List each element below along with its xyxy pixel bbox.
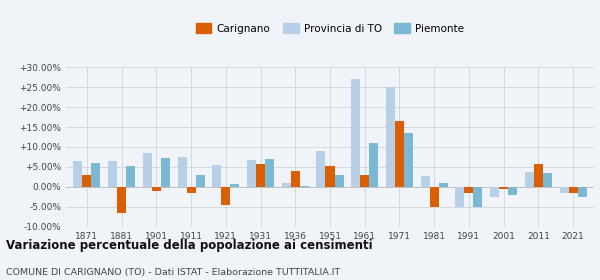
Bar — [508, 187, 517, 195]
Bar — [499, 187, 508, 189]
Bar — [291, 171, 300, 187]
Bar — [126, 166, 135, 187]
Bar — [247, 160, 256, 187]
Bar — [178, 157, 187, 187]
Bar — [455, 187, 464, 207]
Bar — [108, 161, 117, 187]
Bar — [91, 163, 100, 187]
Bar — [161, 158, 170, 187]
Text: Variazione percentuale della popolazione ai censimenti: Variazione percentuale della popolazione… — [6, 239, 373, 252]
Bar — [490, 187, 499, 197]
Bar — [152, 187, 161, 191]
Bar — [196, 175, 205, 187]
Bar — [325, 166, 335, 187]
Bar — [212, 165, 221, 187]
Bar — [282, 183, 291, 187]
Legend: Carignano, Provincia di TO, Piemonte: Carignano, Provincia di TO, Piemonte — [194, 21, 466, 36]
Bar — [335, 175, 344, 187]
Text: COMUNE DI CARIGNANO (TO) - Dati ISTAT - Elaborazione TUTTITALIA.IT: COMUNE DI CARIGNANO (TO) - Dati ISTAT - … — [6, 268, 340, 277]
Bar — [187, 187, 196, 193]
Bar — [543, 173, 552, 187]
Bar — [265, 159, 274, 187]
Bar — [404, 133, 413, 187]
Bar — [421, 176, 430, 187]
Bar — [351, 79, 360, 187]
Bar — [221, 187, 230, 205]
Bar — [473, 187, 482, 207]
Bar — [73, 161, 82, 187]
Bar — [464, 187, 473, 193]
Bar — [300, 186, 309, 187]
Bar — [82, 175, 91, 187]
Bar — [560, 187, 569, 193]
Bar — [143, 153, 152, 187]
Bar — [360, 175, 369, 187]
Bar — [395, 121, 404, 187]
Bar — [439, 183, 448, 187]
Bar — [256, 164, 265, 187]
Bar — [534, 164, 543, 187]
Bar — [525, 172, 534, 187]
Bar — [369, 143, 378, 187]
Bar — [316, 151, 325, 187]
Bar — [578, 187, 587, 197]
Bar — [386, 87, 395, 187]
Bar — [230, 184, 239, 187]
Bar — [569, 187, 578, 193]
Bar — [117, 187, 126, 213]
Bar — [430, 187, 439, 207]
